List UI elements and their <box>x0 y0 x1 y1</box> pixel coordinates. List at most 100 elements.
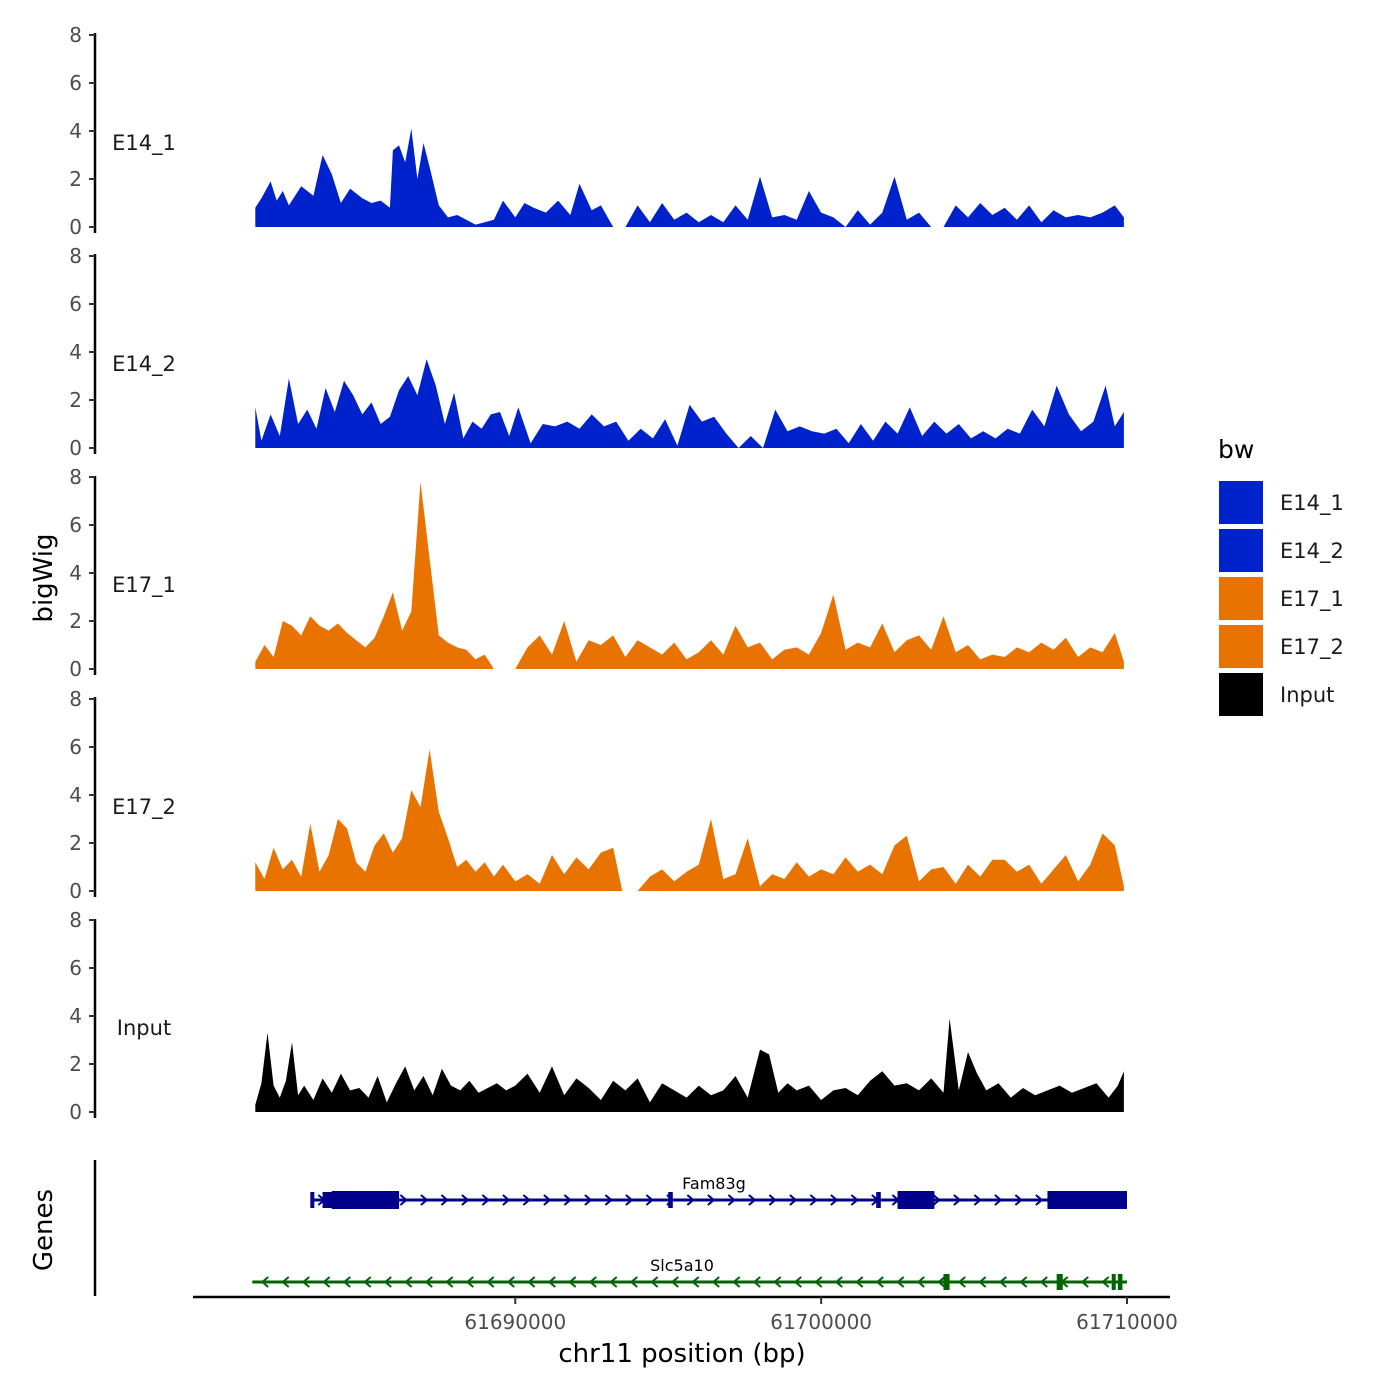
track-area-e14-2 <box>255 359 1124 448</box>
strand-arrow <box>629 1276 638 1288</box>
legend-item: Input <box>1219 673 1334 716</box>
strand-arrow <box>584 1194 593 1206</box>
legend-title: bw <box>1218 435 1254 464</box>
strand-arrow <box>814 1276 823 1288</box>
track-label: Input <box>117 1016 171 1040</box>
legend-swatch <box>1219 673 1263 716</box>
y-tick-label: 6 <box>69 292 82 316</box>
track-input: 0 2 4 6 8 Input <box>69 908 1124 1124</box>
track-area-e17-1 <box>255 481 1124 669</box>
legend-item: E17_2 <box>1219 625 1344 668</box>
track-e14-1: 0 2 4 6 8 E14_1 <box>69 23 1124 239</box>
y-tick-label: 2 <box>69 831 82 855</box>
track-label: E17_1 <box>112 573 176 598</box>
strand-arrow <box>1101 1276 1110 1288</box>
y-tick-label: 6 <box>69 956 82 980</box>
gene-exon <box>1117 1274 1123 1290</box>
strand-arrow <box>502 1194 511 1206</box>
strand-arrow <box>301 1276 310 1288</box>
legend-item: E17_1 <box>1219 577 1344 620</box>
genes-panel: Fam83g Slc5a10 <box>93 1160 1127 1296</box>
strand-arrow <box>875 1276 884 1288</box>
strand-arrow <box>916 1276 925 1288</box>
y-tick-label: 6 <box>69 735 82 759</box>
strand-arrow <box>363 1276 372 1288</box>
strand-arrow <box>322 1276 331 1288</box>
x-axis: 61690000 61700000 61710000 <box>193 1295 1178 1334</box>
strand-arrow <box>527 1276 536 1288</box>
strand-arrow <box>855 1276 864 1288</box>
strand-arrow <box>932 1194 941 1206</box>
gene-exon <box>1111 1274 1116 1290</box>
y-tick-label: 4 <box>69 1004 82 1028</box>
strand-arrow <box>522 1194 531 1206</box>
strand-arrow <box>834 1276 843 1288</box>
strand-arrow <box>937 1276 946 1288</box>
legend: bw E14_1 E14_2 E17_1 E17_2 Input <box>1218 435 1344 716</box>
track-e14-2: 0 2 4 6 8 E14_2 <box>69 244 1124 460</box>
x-tick-label: 61710000 <box>1076 1310 1178 1334</box>
bigwig-tracks: 0 2 4 6 8 E14_1 0 2 4 6 8 E14_2 0 2 4 6 8 E17_1 0 2 4 6 8 E17_2… <box>69 23 1124 1124</box>
strand-arrow <box>973 1194 982 1206</box>
gene-exon <box>943 1274 950 1290</box>
y-tick-label: 0 <box>69 657 82 681</box>
strand-arrow <box>670 1276 679 1288</box>
y-tick-label: 2 <box>69 1052 82 1076</box>
track-area-e14-1 <box>255 128 1124 227</box>
gene-cds <box>1047 1191 1127 1209</box>
y-tick-label: 8 <box>69 244 82 268</box>
strand-arrow <box>752 1276 761 1288</box>
track-label: E17_2 <box>112 795 176 820</box>
legend-swatch <box>1219 625 1263 668</box>
genes-axis-title: Genes <box>29 1189 59 1271</box>
y-axis-title: bigWig <box>29 533 59 622</box>
x-tick-label: 61700000 <box>770 1310 872 1334</box>
track-label: E14_2 <box>112 352 176 377</box>
legend-swatch <box>1219 481 1263 524</box>
legend-label: E17_2 <box>1280 635 1344 660</box>
strand-arrow <box>440 1194 449 1206</box>
strand-arrow <box>543 1194 552 1206</box>
y-tick-label: 8 <box>69 687 82 711</box>
y-tick-label: 4 <box>69 561 82 585</box>
y-tick-label: 0 <box>69 215 82 239</box>
strand-arrow <box>994 1194 1003 1206</box>
gene-fam83g: Fam83g <box>310 1174 1127 1209</box>
strand-arrow <box>604 1194 613 1206</box>
y-tick-label: 0 <box>69 436 82 460</box>
strand-arrow <box>748 1194 757 1206</box>
strand-arrow <box>732 1276 741 1288</box>
track-area-e17-2 <box>255 749 1124 891</box>
strand-arrow <box>1014 1194 1023 1206</box>
legend-item: E14_2 <box>1219 529 1344 572</box>
y-tick-label: 0 <box>69 1100 82 1124</box>
y-tick-label: 4 <box>69 119 82 143</box>
strand-arrow <box>1039 1276 1048 1288</box>
strand-arrow <box>445 1276 454 1288</box>
strand-arrow <box>850 1194 859 1206</box>
gene-slc5a10: Slc5a10 <box>252 1256 1127 1290</box>
strand-arrow <box>711 1276 720 1288</box>
y-tick-label: 2 <box>69 609 82 633</box>
y-tick-label: 2 <box>69 388 82 412</box>
strand-arrow <box>998 1276 1007 1288</box>
strand-arrow <box>625 1194 634 1206</box>
x-tick-label: 61690000 <box>464 1310 566 1334</box>
strand-arrow <box>896 1276 905 1288</box>
strand-arrow <box>260 1276 269 1288</box>
x-axis-title: chr11 position (bp) <box>558 1339 805 1369</box>
legend-label: Input <box>1280 683 1334 707</box>
track-e17-1: 0 2 4 6 8 E17_1 <box>69 465 1124 681</box>
strand-arrow <box>830 1194 839 1206</box>
y-tick-label: 2 <box>69 167 82 191</box>
strand-arrow <box>486 1276 495 1288</box>
gene-cds <box>897 1191 935 1209</box>
strand-arrow <box>1019 1276 1028 1288</box>
gene-label: Slc5a10 <box>650 1256 714 1275</box>
strand-arrow <box>773 1276 782 1288</box>
strand-arrow <box>588 1276 597 1288</box>
legend-swatch <box>1219 529 1263 572</box>
strand-arrow <box>609 1276 618 1288</box>
y-tick-label: 8 <box>69 908 82 932</box>
strand-arrow <box>727 1194 736 1206</box>
